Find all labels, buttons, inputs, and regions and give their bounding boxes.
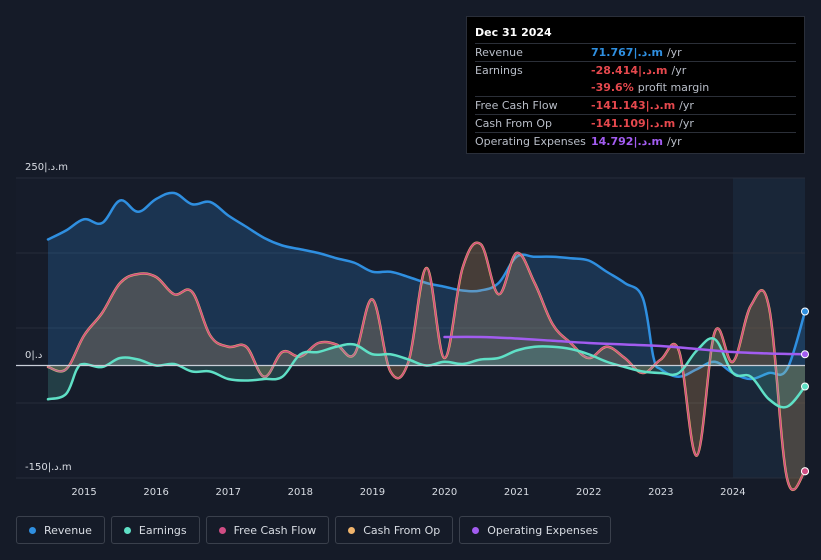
x-tick-label: 2024 [720, 487, 745, 498]
tooltip-unit: /yr [666, 135, 682, 148]
tooltip-row-opex: Operating Expenses 14.792|.د.m /yr [475, 132, 796, 150]
x-tick-label: 2020 [432, 487, 457, 498]
tooltip-label: Free Cash Flow [475, 99, 558, 112]
tooltip-row-fcf: Free Cash Flow -141.143|.د.m /yr [475, 96, 796, 114]
legend-item-free-cash-flow[interactable]: Free Cash Flow [205, 516, 330, 544]
tooltip-row-earnings: Earnings -28.414|.د.m /yr [475, 61, 796, 79]
x-tick-label: 2023 [648, 487, 673, 498]
tooltip-label: Cash From Op [475, 117, 553, 130]
tooltip-value: -141.143|.د.m [591, 99, 676, 112]
legend-label: Cash From Op [363, 523, 441, 537]
tooltip: Dec 31 2024 Revenue 71.767|.د.m /yr Earn… [466, 16, 805, 154]
revenue-dot-icon [29, 526, 36, 534]
fcf-line [47, 242, 806, 491]
tooltip-date: Dec 31 2024 [475, 26, 552, 39]
x-tick-label: 2015 [71, 487, 96, 498]
tooltip-value: 14.792|.د.m [591, 135, 663, 148]
x-tick-label: 2018 [288, 487, 313, 498]
cash-from-op-dot-icon [348, 526, 356, 534]
tooltip-label [475, 79, 591, 96]
operating-expenses-dot-icon [472, 526, 480, 534]
tooltip-value: -39.6% [591, 81, 634, 94]
legend-item-cash-from-op[interactable]: Cash From Op [335, 516, 454, 544]
tooltip-unit: /yr [679, 99, 694, 112]
tooltip-label: Operating Expenses [475, 135, 586, 148]
tooltip-value: 71.767|.د.m [591, 46, 663, 59]
revenue-line [46, 191, 807, 381]
x-tick-label: 2021 [504, 487, 529, 498]
legend-item-operating-expenses[interactable]: Operating Expenses [459, 516, 612, 544]
legend-item-earnings[interactable]: Earnings [110, 516, 200, 544]
x-tick-label: 2022 [576, 487, 601, 498]
legend-label: Operating Expenses [487, 523, 599, 537]
tooltip-unit: /yr [679, 117, 694, 130]
opex-line [443, 335, 807, 356]
tooltip-row-cfo: Cash From Op -141.109|.د.m /yr [475, 114, 796, 132]
tooltip-value: -28.414|.د.m [591, 64, 668, 77]
tooltip-row-revenue: Revenue 71.767|.د.m /yr [475, 43, 796, 61]
tooltip-unit: /yr [671, 64, 687, 77]
tooltip-unit: /yr [666, 46, 682, 59]
y-label-zero: 0|.د [25, 350, 42, 361]
legend-label: Revenue [44, 523, 92, 537]
legend-label: Earnings [138, 523, 187, 537]
legend-label: Free Cash Flow [233, 523, 317, 537]
legend-item-revenue[interactable]: Revenue [16, 516, 105, 544]
tooltip-unit: profit margin [637, 81, 710, 94]
cfo-area [48, 242, 805, 490]
x-tick-label: 2016 [143, 487, 168, 498]
opex-end-point [801, 350, 809, 359]
earnings-dot-icon [123, 526, 131, 534]
free-cash-flow-dot-icon [218, 526, 226, 534]
fcf-end-point [801, 467, 809, 476]
revenue-area [48, 192, 805, 379]
tooltip-label: Earnings [475, 64, 523, 77]
tooltip-label: Revenue [475, 46, 523, 59]
revenue-end-point [801, 307, 809, 316]
x-tick-label: 2019 [360, 487, 385, 498]
earnings-end-point [801, 382, 809, 391]
tooltip-value: -141.109|.د.m [591, 117, 676, 130]
y-label-top: 250|.د.m [25, 162, 68, 173]
tooltip-row-margin: -39.6% profit margin [475, 79, 796, 96]
legend: Revenue Earnings Free Cash Flow Cash Fro… [16, 516, 612, 546]
y-label-bottom: -150|.د.m [25, 462, 72, 473]
x-tick-label: 2017 [216, 487, 241, 498]
